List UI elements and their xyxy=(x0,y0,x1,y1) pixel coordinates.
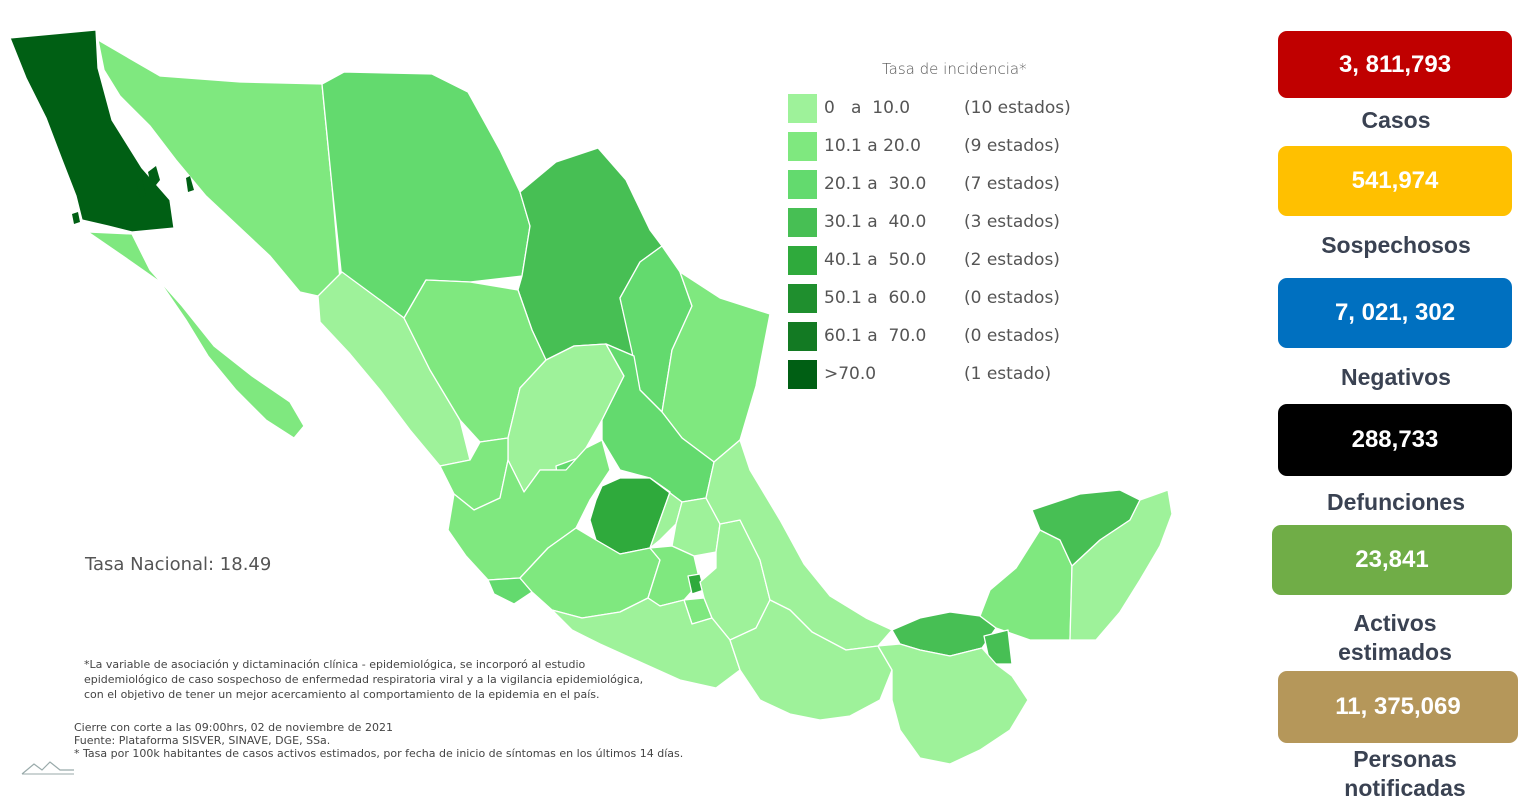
state-quintana-roo xyxy=(1069,489,1173,641)
suspected-label: Sospechosos xyxy=(1321,232,1471,258)
legend-count: (10 estados) xyxy=(964,98,1071,118)
deaths-label: Defunciones xyxy=(1326,489,1466,515)
island-guadalupe xyxy=(72,212,80,224)
legend-swatch xyxy=(788,94,817,123)
legend-range: 0 a 10.0 xyxy=(824,98,911,118)
note-line: *La variable de asociación y dictaminaci… xyxy=(84,658,586,671)
cases-label: Casos xyxy=(1361,107,1431,133)
legend-swatch xyxy=(788,132,817,161)
suspected-box: 541,974 xyxy=(1278,146,1512,216)
cases-box: 3, 811,793 xyxy=(1278,31,1512,98)
legend-swatch xyxy=(788,284,817,313)
source-footer: Cierre con corte a las 09:00hrs, 02 de n… xyxy=(74,721,754,760)
legend-range: 50.1 a 60.0 xyxy=(824,288,927,308)
state-campeche xyxy=(979,529,1073,641)
notified-value: 11, 375,069 xyxy=(1335,693,1461,720)
mexico-map xyxy=(9,29,1173,765)
legend-range: 30.1 a 40.0 xyxy=(824,212,927,232)
note-line: con el objetivo de tener un mejor acerca… xyxy=(84,688,600,701)
footer-line: Fuente: Plataforma SISVER, SINAVE, DGE, … xyxy=(74,734,331,747)
legend-swatch xyxy=(788,322,817,351)
cases-value: 3, 811,793 xyxy=(1338,50,1452,78)
legend-title: Tasa de incidencia* xyxy=(882,60,1027,78)
deaths-value: 288,733 xyxy=(1351,426,1439,453)
negatives-value: 7, 021, 302 xyxy=(1334,299,1456,326)
methodology-note: *La variable de asociación y dictaminaci… xyxy=(84,657,704,702)
state-jalisco xyxy=(447,439,611,581)
legend-range: 20.1 a 30.0 xyxy=(824,174,927,194)
footer-line: * Tasa por 100k habitantes de casos acti… xyxy=(74,747,684,760)
state-baja-california xyxy=(9,29,175,233)
state-guanajuato xyxy=(589,477,671,555)
legend-count: (3 estados) xyxy=(964,212,1060,232)
legend-count: (1 estado) xyxy=(964,364,1052,384)
negatives-label: Negativos xyxy=(1341,364,1451,390)
legend-range: >70.0 xyxy=(824,364,877,384)
legend-range: 40.1 a 50.0 xyxy=(824,250,927,270)
notified-label: Personas notificadas xyxy=(1344,746,1466,801)
legend-count: (0 estados) xyxy=(964,288,1060,308)
state-chiapas xyxy=(877,643,1029,765)
legend-count: (2 estados) xyxy=(964,250,1060,270)
logo-icon xyxy=(21,761,74,775)
active-box: 23,841 xyxy=(1272,525,1512,595)
state-guerrero xyxy=(551,597,741,689)
legend-swatch xyxy=(788,208,817,237)
notified-box: 11, 375,069 xyxy=(1278,671,1518,743)
state-baja-california-sur xyxy=(87,231,305,439)
state-sonora xyxy=(97,39,341,297)
active-label: Activos estimados xyxy=(1338,610,1452,665)
active-value: 23,841 xyxy=(1355,546,1429,573)
footer-line: Cierre con corte a las 09:00hrs, 02 de n… xyxy=(74,721,393,734)
legend-count: (0 estados) xyxy=(964,326,1060,346)
legend-count: (9 estados) xyxy=(964,136,1060,156)
legend-count: (7 estados) xyxy=(964,174,1060,194)
state-colima xyxy=(487,577,533,605)
deaths-box: 288,733 xyxy=(1278,404,1512,476)
legend-range: 10.1 a 20.0 xyxy=(824,136,921,156)
note-line: epidemiológico de caso sospechoso de enf… xyxy=(84,673,644,686)
legend-swatch xyxy=(788,246,817,275)
island-cedros xyxy=(186,176,194,192)
legend-range: 60.1 a 70.0 xyxy=(824,326,927,346)
island-tiburon xyxy=(148,166,160,190)
negatives-box: 7, 021, 302 xyxy=(1278,278,1512,348)
national-rate: Tasa Nacional: 18.49 xyxy=(85,554,272,575)
legend-swatch xyxy=(788,170,817,199)
island-angel-de-la-guarda xyxy=(136,178,146,198)
suspected-value: 541,974 xyxy=(1351,167,1439,194)
legend-swatch xyxy=(788,360,817,389)
